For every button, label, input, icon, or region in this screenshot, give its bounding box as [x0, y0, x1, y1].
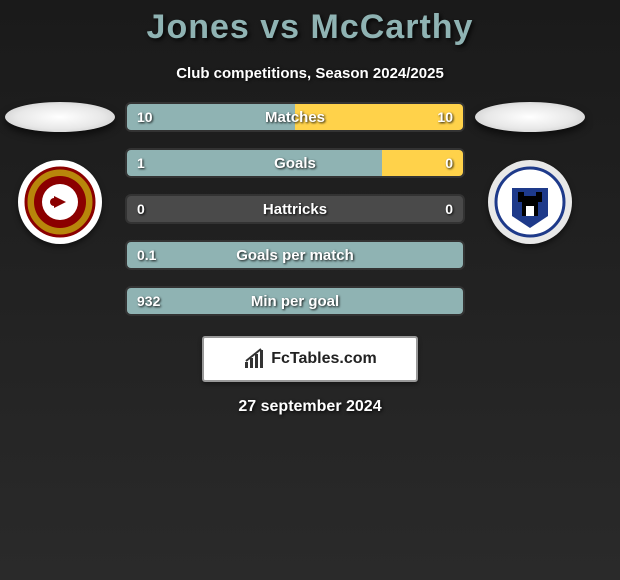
stat-row: Hattricks 0 0 — [125, 194, 465, 224]
stat-value-left: 0.1 — [137, 247, 156, 263]
stat-row: Min per goal 932 — [125, 286, 465, 316]
stat-value-left: 1 — [137, 155, 145, 171]
date-text: 27 september 2024 — [238, 398, 381, 416]
player-portrait-left — [5, 102, 115, 132]
stat-value-right: 0 — [445, 155, 453, 171]
stat-label: Matches — [265, 109, 325, 126]
stat-row: Goals per match 0.1 — [125, 240, 465, 270]
stat-row: Matches 10 10 — [125, 102, 465, 132]
brand-box[interactable]: FcTables.com — [202, 336, 418, 382]
brand-text: FcTables.com — [271, 350, 377, 368]
stat-value-right: 0 — [445, 201, 453, 217]
crest-right-icon — [494, 166, 566, 238]
fill-left — [127, 150, 382, 176]
subtitle: Club competitions, Season 2024/2025 — [176, 65, 444, 82]
player-portrait-right — [475, 102, 585, 132]
stat-value-left: 0 — [137, 201, 145, 217]
crest-left-icon — [24, 166, 96, 238]
stat-value-left: 10 — [137, 109, 153, 125]
stat-label: Hattricks — [263, 201, 327, 218]
chart-icon — [243, 348, 265, 370]
page-title: Jones vs McCarthy — [147, 8, 474, 47]
stat-label: Min per goal — [251, 293, 339, 310]
club-crest-right — [488, 160, 572, 244]
stat-label: Goals — [274, 155, 316, 172]
club-crest-left — [18, 160, 102, 244]
stat-value-right: 10 — [437, 109, 453, 125]
stats-column: Matches1010Goals10Hattricks00Goals per m… — [120, 102, 470, 316]
mid-section: Matches1010Goals10Hattricks00Goals per m… — [0, 102, 620, 316]
stat-value-left: 932 — [137, 293, 160, 309]
stat-label: Goals per match — [236, 247, 354, 264]
comparison-card: Jones vs McCarthy Club competitions, Sea… — [0, 0, 620, 580]
left-player-side — [0, 102, 120, 244]
right-player-side — [470, 102, 590, 244]
stat-row: Goals 1 0 — [125, 148, 465, 178]
